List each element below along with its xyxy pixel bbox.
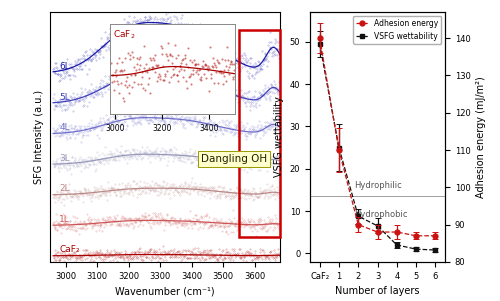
Y-axis label: Adhesion energy (mJ/m²): Adhesion energy (mJ/m²): [476, 76, 486, 198]
Legend: Adhesion energy, VSFG wettability: Adhesion energy, VSFG wettability: [353, 16, 441, 44]
Text: 2L: 2L: [60, 184, 70, 193]
Y-axis label: VSFG wettability: VSFG wettability: [274, 97, 284, 177]
Text: 1L: 1L: [60, 215, 70, 224]
Text: 3L: 3L: [60, 154, 70, 163]
Text: CaF₂: CaF₂: [60, 245, 80, 254]
Text: Hydrophilic: Hydrophilic: [354, 181, 402, 190]
Text: 5L: 5L: [60, 93, 70, 102]
Text: 4L: 4L: [60, 123, 70, 132]
Text: CaF$_2$: CaF$_2$: [113, 29, 136, 41]
Y-axis label: SFG Intensity (a.u.): SFG Intensity (a.u.): [34, 90, 44, 184]
Text: Dangling OH: Dangling OH: [201, 154, 268, 164]
Text: Hydrophobic: Hydrophobic: [354, 210, 408, 219]
Text: 6L: 6L: [60, 62, 70, 71]
X-axis label: Wavenumber (cm⁻¹): Wavenumber (cm⁻¹): [115, 286, 215, 296]
X-axis label: Number of layers: Number of layers: [335, 286, 420, 296]
Bar: [239, 30, 280, 237]
